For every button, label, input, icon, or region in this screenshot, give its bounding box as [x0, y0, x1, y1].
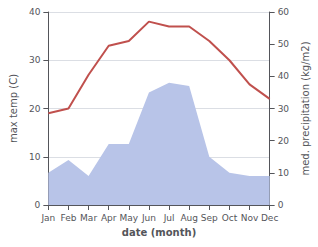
svg-text:60: 60 [278, 7, 290, 17]
svg-text:Dec: Dec [261, 213, 278, 223]
svg-text:0: 0 [35, 200, 41, 210]
svg-text:30: 30 [278, 104, 290, 114]
svg-text:20: 20 [29, 104, 41, 114]
svg-text:20: 20 [278, 136, 290, 146]
svg-text:0: 0 [278, 200, 284, 210]
svg-text:Mar: Mar [80, 213, 97, 223]
svg-text:Oct: Oct [222, 213, 238, 223]
svg-text:30: 30 [29, 55, 41, 65]
svg-text:Aug: Aug [180, 213, 198, 223]
svg-text:Jan: Jan [40, 213, 55, 223]
svg-text:40: 40 [29, 7, 41, 17]
svg-text:10: 10 [29, 152, 41, 162]
svg-text:50: 50 [278, 39, 290, 49]
svg-text:med. precipitation (kg/m2): med. precipitation (kg/m2) [300, 41, 311, 175]
svg-text:10: 10 [278, 168, 290, 178]
svg-text:Jul: Jul [163, 213, 175, 223]
svg-text:max temp (C): max temp (C) [8, 74, 19, 143]
svg-text:Apr: Apr [101, 213, 117, 223]
svg-text:May: May [120, 213, 139, 223]
svg-text:Nov: Nov [241, 213, 259, 223]
svg-text:Feb: Feb [61, 213, 77, 223]
svg-text:40: 40 [278, 71, 290, 81]
svg-text:Sep: Sep [201, 213, 218, 223]
svg-text:date (month): date (month) [122, 227, 196, 238]
svg-text:Jun: Jun [141, 213, 156, 223]
